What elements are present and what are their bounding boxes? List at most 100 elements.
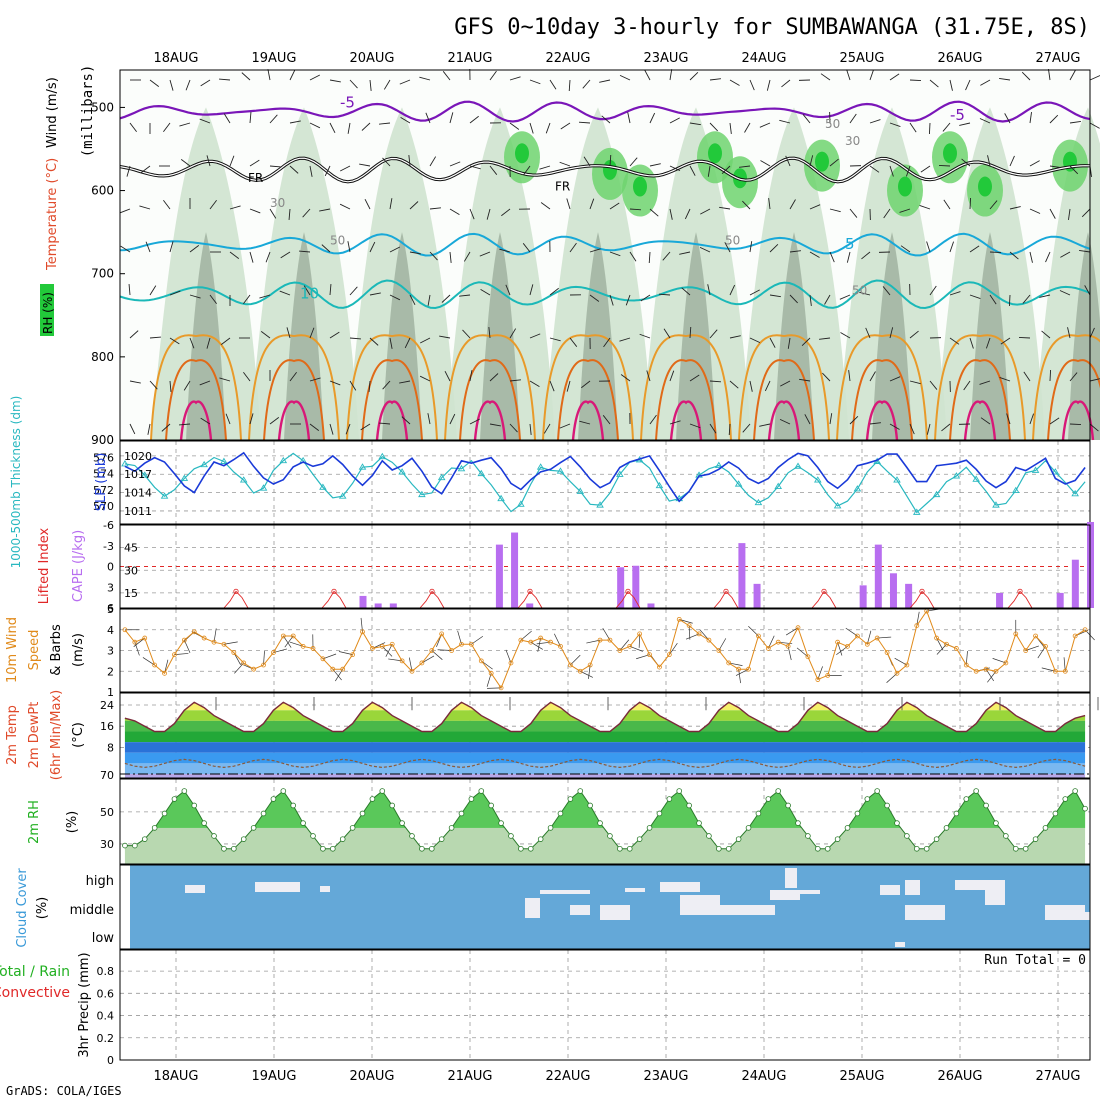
thickness-marker — [1051, 468, 1060, 475]
rh2m-marker — [894, 820, 900, 826]
rh2m-marker — [508, 833, 514, 839]
temp-contour-25 — [669, 400, 703, 441]
wind-barb — [942, 122, 951, 132]
temp-contour-20 — [753, 359, 815, 441]
wind-barb — [1022, 294, 1031, 304]
wind-barb — [179, 423, 191, 426]
wind10m-marker — [647, 652, 652, 658]
rh2m-marker — [488, 802, 494, 809]
wind-barb — [329, 380, 341, 386]
wind-barb — [1060, 251, 1071, 258]
wind-barb — [1069, 372, 1078, 382]
panel-cloud-frame — [119, 864, 1091, 950]
precip-tick: 0 — [107, 1054, 114, 1067]
precip-tick: 0.2 — [97, 1032, 115, 1045]
thickness-marker — [160, 492, 169, 499]
wind-barb — [744, 122, 751, 133]
wind10m-marker — [320, 656, 326, 662]
wind-barb — [249, 112, 252, 124]
wind-barb — [241, 72, 251, 81]
wind-barb — [900, 245, 911, 253]
rh2m-marker — [824, 845, 831, 852]
wind-barb — [119, 208, 131, 214]
wind-barb — [509, 328, 517, 339]
temp-contour-20 — [263, 359, 325, 441]
wind-barb — [499, 248, 511, 253]
wind-barb — [1069, 423, 1082, 426]
rh2m-marker — [151, 825, 158, 831]
contour-label: -5 — [950, 106, 965, 124]
rh2m-marker — [795, 820, 801, 826]
wind-barb — [1048, 69, 1051, 81]
wind-barb — [602, 415, 611, 425]
wind-barb — [749, 337, 761, 344]
temp-band — [124, 742, 1086, 753]
wind-barb — [819, 337, 831, 340]
rh2m-marker — [765, 796, 772, 802]
date-label-top: 18AUG — [153, 51, 198, 66]
contour-label: FR — [555, 180, 570, 194]
dewpoint-line — [124, 758, 1086, 769]
wind-barb — [469, 115, 479, 124]
wind10m-marker — [617, 648, 623, 653]
wind-barb — [488, 327, 491, 339]
wind-barb — [399, 79, 411, 85]
wind-barb — [1009, 155, 1015, 167]
wind-barb — [689, 423, 701, 429]
precip-tick: 0.8 — [97, 965, 115, 978]
thickness-marker — [140, 471, 149, 478]
rh2m-marker — [953, 810, 960, 817]
wind10m-marker — [528, 639, 534, 645]
rh2m-marker — [379, 788, 386, 794]
wind-barb — [569, 242, 577, 253]
wind-barb — [369, 337, 379, 346]
wind-barb — [149, 285, 157, 296]
wind-barb — [1049, 369, 1052, 382]
cloud-block — [625, 888, 645, 892]
panel-wind10m: 5 4 3 2 1 10m Wind Speed & Barbs (m/s) — [5, 603, 1095, 699]
slp-tick: 1011 — [124, 505, 152, 518]
wind-barb — [289, 371, 297, 382]
wind-barb — [249, 413, 254, 425]
rh2m-marker — [438, 836, 445, 842]
wind-barb — [225, 413, 231, 425]
wind-barb — [147, 423, 151, 435]
temp-contour-15 — [346, 334, 438, 441]
temp-band — [124, 731, 1086, 743]
wind-barb — [969, 245, 980, 253]
cloud-block — [540, 890, 590, 894]
cape-bar — [632, 565, 640, 608]
rh-moist-core — [898, 176, 912, 197]
rh2m-marker — [478, 788, 485, 794]
wind-barb — [200, 417, 211, 425]
wind-barb — [349, 337, 361, 340]
lifted-index-marker — [821, 588, 827, 595]
wind-barb — [780, 380, 791, 387]
cape-bar — [753, 583, 761, 608]
lifted-index-line — [321, 590, 347, 609]
panel-precip-frame — [119, 949, 1091, 1061]
thickness-marker — [536, 463, 545, 470]
wind-barb — [709, 78, 721, 81]
date-label-bottom: 24AUG — [741, 1069, 786, 1084]
wind10m-marker — [360, 629, 365, 635]
wind-barb — [382, 157, 391, 167]
wind-barb — [269, 114, 278, 124]
wind-barb — [569, 337, 578, 347]
wind-barb — [759, 423, 771, 427]
wind-barb — [505, 284, 511, 296]
contour-label: FR — [248, 171, 263, 185]
wind-barb — [260, 331, 271, 339]
thickness-marker — [358, 463, 367, 470]
contour-label: 10 — [300, 285, 319, 303]
wind-barb — [869, 165, 880, 173]
contour-label: -5 — [340, 93, 355, 111]
rh2m-marker — [725, 845, 732, 852]
wind-barb — [749, 241, 753, 253]
wind-barb — [265, 251, 271, 263]
wind-barb — [249, 208, 261, 214]
thickness-line — [124, 452, 1086, 514]
wind-barb — [389, 198, 393, 210]
wind-barb — [699, 246, 711, 253]
